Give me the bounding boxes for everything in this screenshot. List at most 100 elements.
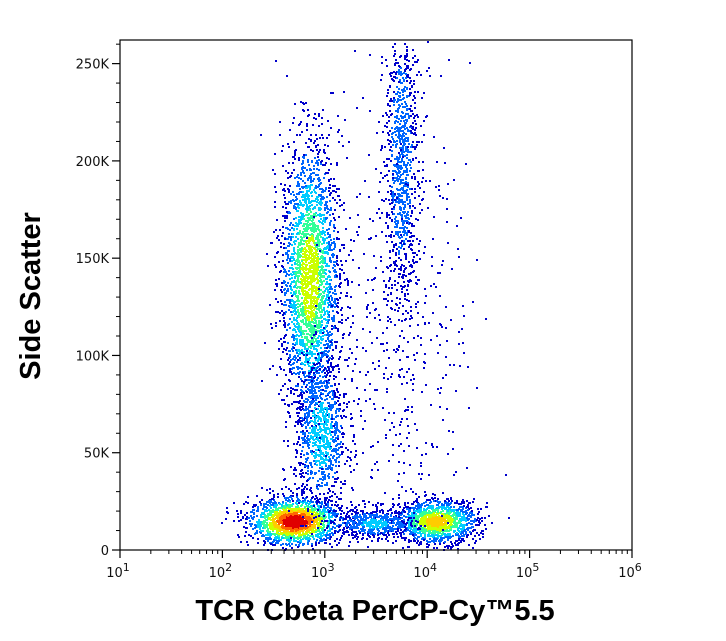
event-dot (290, 390, 292, 392)
event-dot (272, 504, 274, 506)
event-dot (311, 386, 313, 388)
event-dot (321, 311, 323, 313)
event-dot (331, 500, 333, 502)
event-dot (318, 266, 320, 268)
event-dot (284, 220, 286, 222)
event-dot (317, 499, 319, 501)
event-dot (334, 243, 336, 245)
event-dot (329, 200, 331, 202)
event-dot (309, 240, 311, 242)
event-dot (310, 267, 312, 269)
event-dot (289, 327, 291, 329)
event-dot (307, 348, 309, 350)
event-dot (247, 502, 249, 504)
event-dot (302, 280, 304, 282)
event-dot (289, 224, 291, 226)
event-dot (259, 528, 261, 530)
event-dot (250, 515, 252, 517)
event-dot (338, 542, 340, 544)
event-dot (317, 524, 319, 526)
event-dot (319, 322, 321, 324)
event-dot (298, 323, 300, 325)
event-dot (352, 370, 354, 372)
event-dot (308, 237, 310, 239)
event-dot (307, 178, 309, 180)
event-dot (322, 295, 324, 297)
event-dot (313, 538, 315, 540)
event-dot (329, 214, 331, 216)
event-dot (341, 427, 343, 429)
event-dot (300, 174, 302, 176)
event-dot (314, 263, 316, 265)
event-dot (283, 337, 285, 339)
event-dot (284, 215, 286, 217)
event-dot (285, 284, 287, 286)
event-dot (279, 134, 281, 136)
event-dot (310, 417, 312, 419)
event-dot (298, 325, 300, 327)
event-dot (333, 375, 335, 377)
event-dot (319, 521, 321, 523)
event-dot (316, 160, 318, 162)
event-dot (300, 389, 302, 391)
event-dot (302, 250, 304, 252)
event-dot (333, 190, 335, 192)
event-dot (312, 477, 314, 479)
event-dot (304, 223, 306, 225)
event-dot (293, 521, 295, 523)
event-dot (273, 506, 275, 508)
event-dot (305, 407, 307, 409)
event-dot (296, 185, 298, 187)
event-dot (280, 389, 282, 391)
event-dot (233, 520, 235, 522)
event-dot (299, 204, 301, 206)
event-dot (285, 247, 287, 249)
event-dot (315, 399, 317, 401)
event-dot (352, 440, 354, 442)
event-dot (306, 350, 308, 352)
event-dot (297, 205, 299, 207)
event-dot (335, 412, 337, 414)
event-dot (326, 356, 328, 358)
event-dot (294, 344, 296, 346)
event-dot (318, 303, 320, 305)
event-dot (307, 379, 309, 381)
event-dot (320, 307, 322, 309)
event-dot (307, 538, 309, 540)
event-dot (320, 204, 322, 206)
event-dot (298, 219, 300, 221)
event-dot (284, 184, 286, 186)
event-dot (286, 353, 288, 355)
event-dot (349, 307, 351, 309)
event-dot (317, 509, 319, 511)
event-dot (333, 248, 335, 250)
event-dot (318, 542, 320, 544)
dot-cloud (221, 41, 510, 551)
event-dot (328, 456, 330, 458)
event-dot (300, 530, 302, 532)
event-dot (315, 438, 317, 440)
event-dot (312, 365, 314, 367)
event-dot (333, 261, 335, 263)
event-dot (338, 188, 340, 190)
event-dot (309, 391, 311, 393)
event-dot (261, 380, 263, 382)
event-dot (326, 205, 328, 207)
event-dot (332, 512, 334, 514)
event-dot (317, 412, 319, 414)
event-dot (305, 330, 307, 332)
event-dot (317, 281, 319, 283)
event-dot (281, 488, 283, 490)
event-dot (332, 394, 334, 396)
event-dot (324, 477, 326, 479)
event-dot (288, 270, 290, 272)
event-dot (315, 544, 317, 546)
event-dot (338, 129, 340, 131)
event-dot (315, 118, 317, 120)
event-dot (308, 271, 310, 273)
event-dot (276, 237, 278, 239)
event-dot (305, 294, 307, 296)
event-dot (298, 300, 300, 302)
event-dot (280, 183, 282, 185)
event-dot (317, 269, 319, 271)
